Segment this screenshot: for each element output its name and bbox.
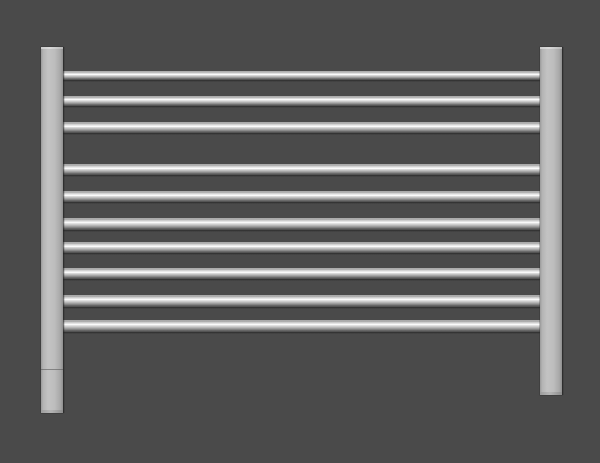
rail-7 xyxy=(62,242,542,255)
rail-drop-shadow xyxy=(62,253,542,255)
rail-specular-highlight xyxy=(62,324,542,325)
rail-specular-highlight xyxy=(62,222,542,223)
rail-specular-highlight xyxy=(62,195,542,196)
rail-top-edge xyxy=(62,164,542,165)
rail-specular-highlight xyxy=(62,246,542,247)
rail-top-edge xyxy=(62,242,542,243)
post-edge-shadow xyxy=(63,47,65,413)
post-seam-line xyxy=(41,369,63,370)
rail-specular-highlight xyxy=(62,99,542,100)
rail-drop-shadow xyxy=(62,230,542,232)
rail-specular-highlight xyxy=(62,168,542,169)
rail-5 xyxy=(62,191,542,204)
rail-specular-highlight xyxy=(62,272,542,273)
rail-4 xyxy=(62,164,542,177)
rail-drop-shadow xyxy=(62,202,542,204)
rail-specular-highlight xyxy=(62,74,542,75)
rail-specular-highlight xyxy=(62,126,542,127)
rail-drop-shadow xyxy=(62,80,542,82)
rail-top-edge xyxy=(62,320,542,321)
rail-3 xyxy=(62,122,542,135)
rail-2 xyxy=(62,96,542,108)
rail-drop-shadow xyxy=(62,133,542,135)
rail-drop-shadow xyxy=(62,175,542,177)
rail-drop-shadow xyxy=(62,106,542,108)
rail-drop-shadow xyxy=(62,279,542,281)
rail-1 xyxy=(62,71,542,82)
rail-10 xyxy=(62,320,542,334)
rail-drop-shadow xyxy=(62,307,542,309)
left-post xyxy=(41,47,65,413)
rail-top-edge xyxy=(62,268,542,269)
rail-top-edge xyxy=(62,295,542,296)
rail-top-edge xyxy=(62,191,542,192)
rail-9 xyxy=(62,295,542,309)
rail-top-edge xyxy=(62,71,542,72)
rail-specular-highlight xyxy=(62,299,542,300)
rail-top-edge xyxy=(62,96,542,97)
rail-8 xyxy=(62,268,542,281)
post-edge-shadow xyxy=(562,47,564,395)
rail-drop-shadow xyxy=(62,332,542,334)
rail-6 xyxy=(62,218,542,232)
rail-top-edge xyxy=(62,218,542,219)
rail-top-edge xyxy=(62,122,542,123)
right-post xyxy=(540,47,564,395)
